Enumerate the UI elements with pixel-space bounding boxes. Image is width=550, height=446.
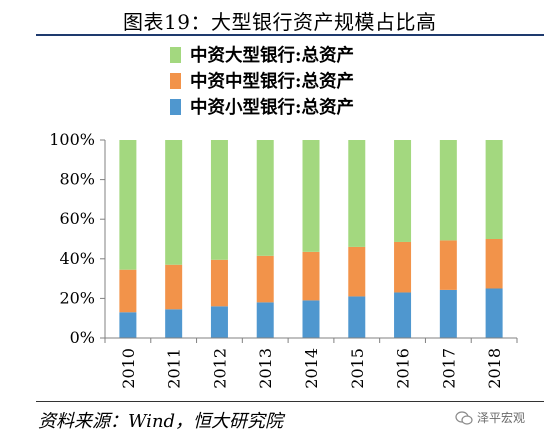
- bar-medium-2011: [165, 264, 183, 310]
- bar-small-2014: [302, 300, 320, 338]
- footer-rule: [36, 401, 544, 402]
- legend-item-small: 中资小型银行:总资产: [170, 94, 354, 119]
- bar-large-2013: [256, 140, 274, 256]
- bar-small-2010: [119, 312, 137, 338]
- bar-medium-2013: [256, 255, 274, 303]
- bar-small-2017: [439, 289, 457, 338]
- bar-small-2013: [256, 302, 274, 338]
- wechat-icon: [455, 410, 473, 425]
- bar-small-2012: [210, 306, 228, 338]
- legend-item-large: 中资大型银行:总资产: [170, 42, 354, 67]
- x-tick-label: 2017: [439, 348, 458, 389]
- bar-large-2016: [394, 140, 412, 242]
- axes-group: [100, 139, 518, 343]
- y-tick-label: 0%: [70, 328, 95, 347]
- legend-label-medium: 中资中型银行:总资产: [190, 72, 354, 92]
- legend: 中资大型银行:总资产 中资中型银行:总资产 中资小型银行:总资产: [170, 42, 354, 120]
- chart-title: 图表19：大型银行资产规模占比高: [123, 10, 437, 34]
- legend-swatch-small: [170, 98, 181, 115]
- watermark: 泽平宏观: [455, 409, 525, 426]
- title-bar: 图表19：大型银行资产规模占比高: [0, 0, 550, 34]
- x-tick-labels: 2010 2011 2012 2013 2014 2015 2016 2017 2018: [119, 348, 504, 389]
- y-tick-label: 100%: [49, 130, 95, 149]
- x-tick-label: 2018: [485, 348, 504, 389]
- bar-large-2011: [165, 140, 183, 265]
- bar-small-2018: [485, 288, 503, 338]
- bar-large-2018: [485, 140, 503, 239]
- legend-label-large: 中资大型银行:总资产: [190, 46, 354, 66]
- bar-small-2011: [165, 309, 183, 338]
- x-tick-label: 2013: [256, 348, 275, 389]
- bar-medium-2017: [439, 240, 457, 290]
- bar-small-2016: [394, 292, 412, 338]
- x-tick-label: 2016: [394, 348, 413, 389]
- source-note: 资料来源：Wind，恒大研究院: [38, 411, 284, 432]
- bar-medium-2018: [485, 239, 503, 289]
- x-tick-label: 2010: [119, 348, 138, 389]
- bar-large-2017: [439, 140, 457, 241]
- bar-medium-2012: [210, 259, 228, 307]
- legend-swatch-medium: [170, 72, 181, 89]
- x-tick-label: 2014: [302, 348, 321, 389]
- bar-medium-2016: [394, 241, 412, 293]
- legend-label-small: 中资小型银行:总资产: [190, 98, 354, 118]
- bar-medium-2014: [302, 251, 320, 301]
- bar-large-2015: [348, 140, 366, 247]
- bar-large-2010: [119, 140, 137, 270]
- y-tick-label: 40%: [59, 249, 95, 268]
- bar-large-2014: [302, 140, 320, 252]
- x-tick-label: 2011: [165, 348, 184, 389]
- bar-large-2012: [210, 140, 228, 260]
- bar-medium-2010: [119, 269, 137, 313]
- bar-small-2015: [348, 296, 366, 338]
- watermark-text: 泽平宏观: [477, 411, 526, 425]
- bar-medium-2015: [348, 246, 366, 297]
- title-rule: [36, 34, 544, 36]
- legend-item-medium: 中资中型银行:总资产: [170, 68, 354, 93]
- x-tick-label: 2012: [210, 348, 229, 389]
- bars-group: [119, 140, 503, 338]
- legend-swatch-large: [170, 46, 181, 63]
- y-tick-label: 20%: [59, 288, 95, 307]
- x-tick-label: 2015: [348, 348, 367, 389]
- y-tick-label: 60%: [59, 209, 95, 228]
- y-tick-label: 80%: [59, 170, 95, 189]
- y-tick-labels: 0% 20% 40% 60% 80% 100%: [49, 130, 95, 347]
